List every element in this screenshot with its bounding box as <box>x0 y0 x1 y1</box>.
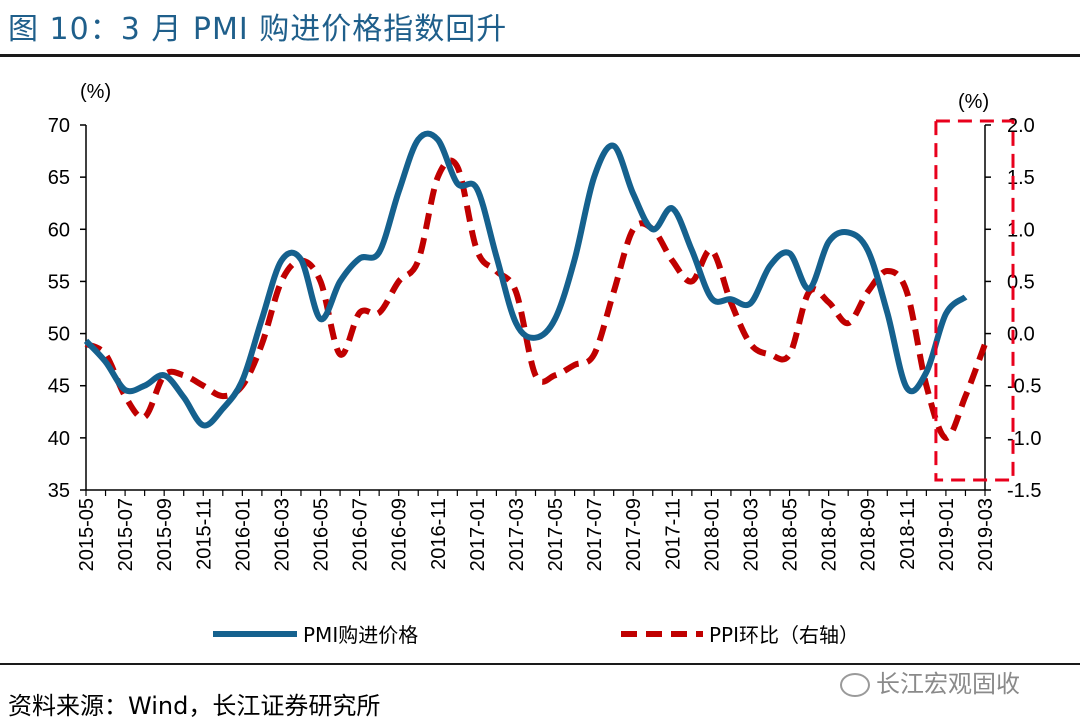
watermark-label: 长江宏观固收 <box>876 670 1020 698</box>
x-tick-label: 2018-09 <box>858 498 880 571</box>
right-tick-label: -0.5 <box>1007 376 1041 398</box>
x-tick-label: 2015-11 <box>193 498 215 570</box>
series-layer <box>83 130 988 441</box>
x-tick-label: 2018-01 <box>701 498 723 571</box>
wechat-watermark: 长江宏观固收 <box>840 664 1020 699</box>
right-tick-label: 1.5 <box>1007 167 1035 189</box>
right-tick-label: -1.0 <box>1007 428 1041 450</box>
chart-legend: PMI购进价格 PPI环比（右轴） <box>213 623 859 647</box>
x-tick-label: 2018-11 <box>897 498 919 570</box>
x-tick-label: 2017-09 <box>623 498 645 571</box>
x-tick-label: 2016-03 <box>271 498 293 571</box>
left-tick-label: 40 <box>48 428 70 450</box>
series-line-pmi <box>83 130 968 429</box>
series-line-ppi <box>84 157 988 441</box>
right-tick-label: 2.0 <box>1007 115 1035 137</box>
top-divider <box>0 54 1080 57</box>
x-tick-label: 2017-03 <box>506 498 528 571</box>
x-tick-label: 2017-11 <box>662 498 684 570</box>
right-tick-label: 1.0 <box>1007 219 1035 241</box>
source-note: 资料来源：Wind，长江证券研究所 <box>8 692 381 720</box>
right-tick-label: -1.5 <box>1007 480 1041 502</box>
left-axis-unit: (%) <box>80 81 111 103</box>
x-tick-label: 2019-01 <box>936 498 958 571</box>
x-tick-label: 2016-07 <box>350 498 372 571</box>
wechat-icon <box>840 673 870 697</box>
x-tick-label: 2017-05 <box>545 498 567 571</box>
right-tick-label: 0.0 <box>1007 324 1035 346</box>
x-tick-label: 2017-01 <box>467 498 489 571</box>
x-tick-label: 2015-09 <box>154 498 176 571</box>
left-tick-label: 60 <box>48 219 70 241</box>
bottom-divider <box>0 663 1080 665</box>
left-tick-label: 45 <box>48 376 70 398</box>
legend-label-ppi: PPI环比（右轴） <box>709 623 859 647</box>
x-tick-label: 2016-09 <box>389 498 411 571</box>
pmi-ppi-line-chart: (%) (%) 35 40 45 50 55 60 65 70 -1.5 -1.0 -0.5 0.0 0… <box>48 81 1042 647</box>
left-tick-label: 70 <box>48 115 70 137</box>
left-tick-label: 35 <box>48 480 70 502</box>
x-tick-label: 2017-07 <box>584 498 606 571</box>
page-title: 图 10：3 月 PMI 购进价格指数回升 <box>8 12 508 47</box>
highlight-layer <box>934 119 1015 482</box>
x-tick-label: 2016-11 <box>428 498 450 570</box>
x-tick-label: 2019-03 <box>975 498 997 571</box>
x-tick-label: 2018-07 <box>819 498 841 571</box>
x-tick-label: 2018-05 <box>780 498 802 571</box>
right-tick-label: 0.5 <box>1007 271 1035 293</box>
left-tick-label: 65 <box>48 167 70 189</box>
x-tick-label: 2016-01 <box>232 498 254 571</box>
x-tick-label: 2015-07 <box>115 498 137 571</box>
legend-label-pmi: PMI购进价格 <box>303 623 418 647</box>
highlight-box <box>934 119 1015 482</box>
left-tick-label: 55 <box>48 271 70 293</box>
x-tick-label: 2018-03 <box>740 498 762 571</box>
x-tick-label: 2016-05 <box>311 498 333 571</box>
left-tick-label: 50 <box>48 324 70 346</box>
right-axis-unit: (%) <box>958 91 989 113</box>
x-tick-label: 2015-05 <box>76 498 98 571</box>
